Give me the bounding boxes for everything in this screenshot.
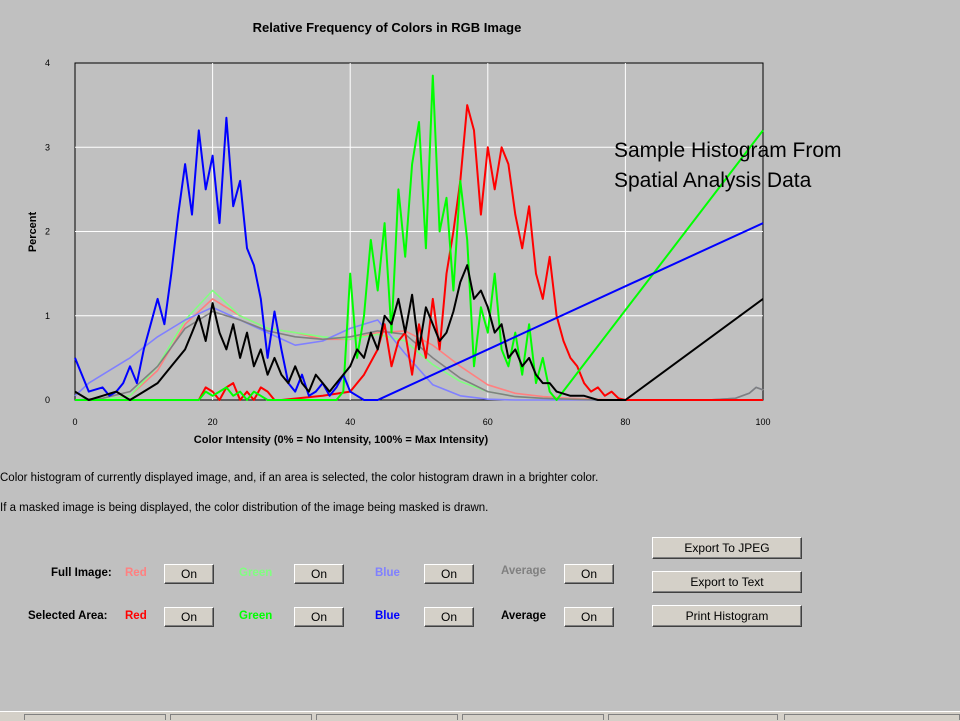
taskbar-button[interactable] (784, 714, 960, 720)
x-tick-label: 0 (72, 417, 77, 427)
selected-green-toggle-button[interactable]: On (294, 607, 344, 627)
series-line-red-selected (197, 104, 763, 401)
description-2: If a masked image is being displayed, th… (0, 502, 489, 514)
taskbar-button[interactable] (24, 714, 166, 720)
annotation-line-2: Spatial Analysis Data (614, 169, 812, 192)
full-red-toggle-button[interactable]: On (164, 564, 214, 584)
taskbar-button[interactable] (316, 714, 458, 720)
taskbar-button[interactable] (170, 714, 312, 720)
y-tick-label: 2 (45, 227, 50, 237)
x-tick-label: 20 (208, 417, 218, 427)
chart-title: Relative Frequency of Colors in RGB Imag… (253, 20, 522, 35)
x-tick-label: 40 (345, 417, 355, 427)
annotation-line-1: Sample Histogram From (614, 139, 842, 162)
description-1: Color histogram of currently displayed i… (0, 472, 599, 484)
full-average-toggle-button[interactable]: On (564, 564, 614, 584)
selected-red-label: Red (125, 610, 147, 622)
taskbar-button[interactable] (608, 714, 778, 720)
axis-tick-labels: 0 20 40 60 80 100 0 1 2 3 4 (45, 58, 771, 427)
full-green-toggle-button[interactable]: On (294, 564, 344, 584)
selected-blue-label: Blue (375, 610, 400, 622)
histogram-chart: Relative Frequency of Colors in RGB Imag… (27, 20, 771, 446)
y-tick-label: 4 (45, 58, 50, 68)
full-blue-toggle-button[interactable]: On (424, 564, 474, 584)
print-histogram-button[interactable]: Print Histogram (652, 605, 802, 627)
y-axis-label: Percent (27, 211, 39, 252)
selected-average-label: Average (501, 610, 546, 622)
selected-average-toggle-button[interactable]: On (564, 607, 614, 627)
annotation-text: Sample Histogram From Spatial Analysis D… (614, 136, 842, 196)
export-jpeg-button[interactable]: Export To JPEG (652, 537, 802, 559)
series-layer (74, 74, 764, 401)
series-line-green-selected (75, 74, 764, 401)
full-red-label: Red (125, 567, 147, 579)
series-line-average-selected (74, 264, 764, 401)
selected-green-label: Green (239, 610, 273, 622)
x-axis-label: Color Intensity (0% = No Intensity, 100%… (194, 434, 489, 446)
selected-area-label: Selected Area: (28, 610, 108, 622)
x-tick-label: 100 (755, 417, 770, 427)
selected-blue-toggle-button[interactable]: On (424, 607, 474, 627)
y-tick-label: 1 (45, 311, 50, 321)
taskbar-button[interactable] (462, 714, 604, 720)
y-tick-label: 0 (45, 395, 50, 405)
x-tick-label: 60 (483, 417, 493, 427)
full-green-label: Green (239, 567, 273, 579)
selected-red-toggle-button[interactable]: On (164, 607, 214, 627)
full-average-label: Average (501, 565, 546, 577)
full-blue-label: Blue (375, 567, 400, 579)
series-line-blue-selected (74, 116, 764, 401)
y-tick-label: 3 (45, 142, 50, 152)
x-tick-label: 80 (620, 417, 630, 427)
full-image-label: Full Image: (51, 567, 112, 579)
export-text-button[interactable]: Export to Text (652, 571, 802, 593)
